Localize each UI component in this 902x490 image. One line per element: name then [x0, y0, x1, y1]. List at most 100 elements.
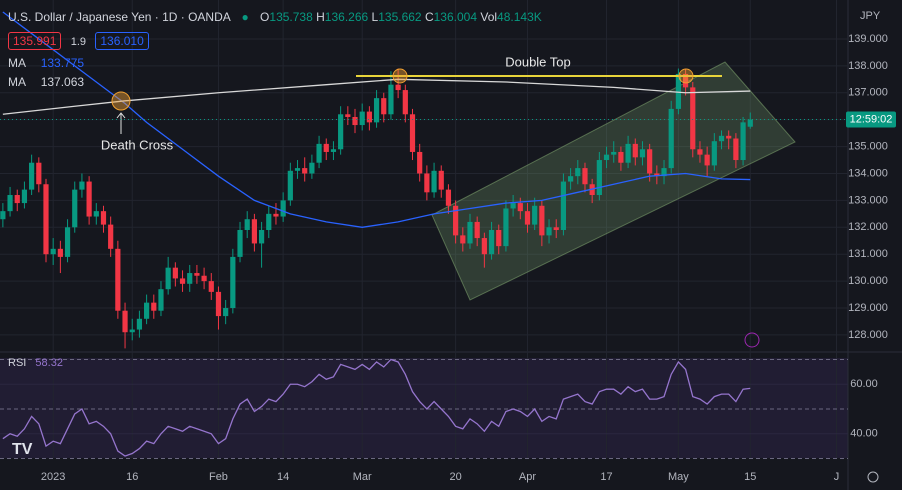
status-dot: ● — [241, 10, 249, 24]
y-tick-label: 138.000 — [848, 60, 888, 72]
candle-body — [639, 149, 646, 158]
buy-button[interactable]: 136.010 — [95, 32, 149, 50]
candle-body — [726, 135, 732, 139]
candle-body — [280, 200, 286, 217]
candle-body — [575, 168, 581, 177]
candle-body — [72, 189, 78, 228]
candle-body — [560, 181, 567, 230]
x-tick-label: Feb — [209, 471, 228, 483]
candle-body — [618, 151, 624, 163]
candle-body — [424, 173, 430, 193]
x-tick-label: 14 — [277, 471, 289, 483]
candle-body — [524, 211, 531, 225]
candle-body — [79, 181, 85, 190]
candle-body — [115, 248, 121, 311]
candle-body — [187, 273, 193, 284]
candle-body — [690, 87, 696, 150]
settings-icon[interactable] — [867, 471, 879, 483]
candle-body — [682, 73, 689, 88]
annotation: Double Top — [505, 54, 571, 69]
cross-marker — [111, 91, 131, 111]
ma-legend: MA 133.775 — [8, 56, 84, 70]
volume-label: Vol — [480, 10, 498, 24]
currency: JPY — [860, 10, 881, 22]
candle-body — [21, 189, 28, 204]
x-tick-label: 20 — [449, 471, 461, 483]
ohlc-label: H — [316, 10, 325, 24]
candle-body — [129, 329, 135, 333]
countdown: 12:59:02 — [850, 113, 893, 125]
candle-body — [0, 211, 6, 220]
x-tick-label: May — [668, 471, 689, 483]
moving-average — [2, 11, 751, 228]
candle-body — [251, 219, 257, 244]
candle-body — [453, 205, 459, 236]
header: U.S. Dollar / Japanese Yen · 1D · OANDA … — [8, 10, 542, 24]
candle-body — [373, 98, 380, 123]
sell-button[interactable]: 135.991 — [8, 32, 62, 50]
candle-body — [395, 84, 401, 91]
rsi-name: RSI — [8, 357, 27, 369]
candle-body — [381, 98, 387, 115]
x-tick-label: Apr — [519, 471, 536, 483]
candle-body — [323, 143, 329, 152]
candle-body — [258, 229, 265, 244]
candle-body — [93, 211, 99, 217]
candle-body — [43, 184, 49, 255]
candle-body — [330, 149, 337, 152]
candle-body — [273, 213, 279, 217]
candle-body — [603, 154, 610, 161]
candle-body — [179, 278, 186, 284]
ohlc-label: C — [424, 10, 434, 24]
candle-body — [417, 151, 423, 174]
candle-body — [460, 235, 466, 244]
candle-body — [668, 108, 674, 169]
moving-average — [2, 78, 751, 115]
candle-body — [352, 116, 358, 126]
y-tick-label: 133.000 — [848, 194, 888, 206]
ohlc-label: O — [260, 10, 270, 24]
candle-body — [632, 143, 638, 158]
candle-body — [553, 227, 559, 230]
candle-body — [718, 135, 725, 142]
candle-body — [510, 203, 516, 209]
ohlc-value: 135.662 — [378, 10, 422, 24]
title: U.S. Dollar / Japanese Yen · 1D · OANDA — [8, 10, 231, 24]
rsi-band — [0, 358, 848, 458]
candle-body — [532, 205, 538, 225]
candle-body — [711, 141, 717, 166]
candle-body — [287, 170, 293, 201]
candle-body — [144, 302, 150, 319]
candle-body — [237, 229, 243, 257]
candle-body — [474, 221, 480, 239]
candle-body — [568, 176, 574, 182]
candle-body — [345, 114, 351, 117]
candle-body — [208, 281, 214, 292]
candle-body — [740, 122, 746, 161]
candle-body — [165, 267, 171, 290]
candle-body — [582, 168, 588, 185]
candle-body — [697, 149, 703, 155]
candle-body — [747, 119, 753, 127]
y-tick-label: 132.000 — [848, 221, 888, 233]
candle-body — [517, 203, 523, 212]
candle-body — [467, 221, 473, 244]
candle-body — [438, 170, 444, 190]
candle-body — [675, 73, 681, 109]
candle-body — [294, 168, 301, 171]
candle-body — [244, 219, 250, 230]
channel — [431, 61, 796, 301]
candle-body — [266, 213, 272, 230]
candle-body — [108, 224, 114, 249]
ohlc-label: L — [371, 10, 379, 24]
alert-icon[interactable] — [744, 332, 760, 348]
price-tag — [846, 111, 896, 128]
y-tick-label: 139.000 — [848, 33, 888, 45]
ma-name: MA — [8, 56, 26, 70]
candle-body — [704, 154, 710, 166]
x-tick-label: 17 — [600, 471, 612, 483]
candle-body — [316, 143, 322, 163]
candle-body — [136, 318, 143, 330]
